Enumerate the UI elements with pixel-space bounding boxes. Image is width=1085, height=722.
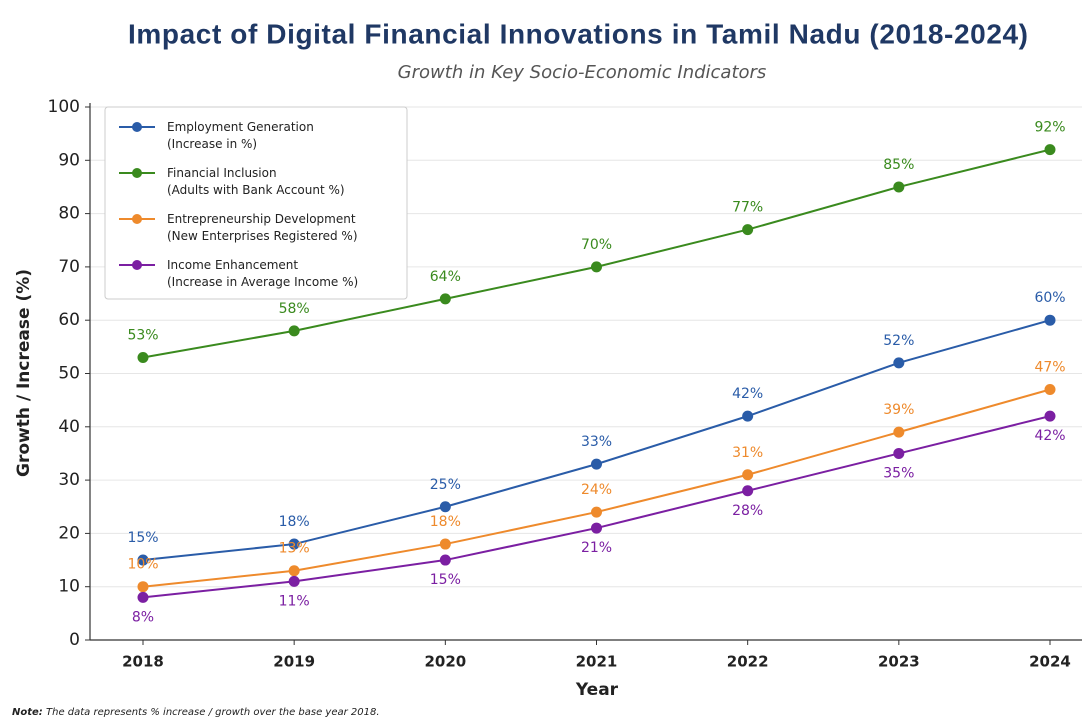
y-tick-label: 100 — [48, 97, 80, 117]
data-label: 11% — [279, 593, 310, 609]
x-tick-label: 2020 — [424, 653, 466, 671]
data-point — [137, 581, 149, 593]
legend-label: Income Enhancement (Increase in Average I… — [167, 258, 358, 289]
x-tick-label: 2022 — [727, 653, 769, 671]
data-point — [1044, 410, 1056, 422]
data-point — [137, 591, 149, 603]
data-point — [1044, 314, 1056, 326]
legend-marker — [132, 260, 142, 270]
legend-marker — [132, 168, 142, 178]
data-label: 24% — [581, 482, 612, 498]
y-tick-label: 40 — [58, 417, 80, 437]
data-label: 18% — [430, 514, 461, 530]
data-point — [1044, 144, 1056, 156]
legend-box — [104, 106, 408, 300]
data-label: 64% — [430, 269, 461, 285]
y-axis-label: Growth / Increase (%) — [14, 269, 34, 477]
data-label: 47% — [1034, 359, 1065, 375]
y-tick-label: 90 — [58, 150, 80, 170]
data-point — [893, 357, 905, 369]
y-tick-label: 0 — [69, 630, 80, 650]
legend-marker — [132, 214, 142, 224]
x-tick-label: 2019 — [273, 653, 315, 671]
legend-label: Employment Generation (Increase in %) — [167, 120, 314, 151]
data-label: 53% — [127, 328, 158, 344]
legend-label: Entrepreneurship Development (New Enterpr… — [167, 212, 358, 243]
data-label: 10% — [127, 557, 158, 573]
data-point — [742, 485, 754, 497]
data-point — [742, 224, 754, 236]
note-label: Note: — [12, 707, 43, 718]
data-point — [742, 469, 754, 481]
x-axis-label: Year — [575, 680, 619, 700]
data-point — [288, 538, 300, 550]
data-label: 18% — [279, 514, 310, 530]
y-tick-label: 80 — [58, 204, 80, 224]
data-point — [591, 261, 602, 273]
data-label: 33% — [581, 434, 612, 450]
data-label: 39% — [883, 402, 914, 418]
data-label: 42% — [732, 386, 763, 402]
data-label: 21% — [581, 540, 612, 556]
data-point — [439, 501, 451, 513]
data-label: 13% — [279, 541, 310, 557]
data-point — [439, 538, 451, 550]
data-label: 52% — [883, 333, 914, 349]
x-tick-label: 2024 — [1029, 653, 1071, 671]
data-label: 58% — [279, 301, 310, 317]
data-point — [893, 181, 905, 193]
data-label: 15% — [127, 530, 158, 546]
data-point — [893, 426, 905, 438]
data-label: 8% — [132, 609, 154, 625]
data-label: 35% — [883, 465, 914, 481]
legend-label: Financial Inclusion (Adults with Bank Acc… — [167, 166, 345, 197]
data-point — [591, 506, 602, 518]
chart-title: Impact of Digital Financial Innovations … — [128, 18, 1028, 49]
data-point — [439, 293, 451, 305]
data-point — [137, 554, 149, 566]
data-label: 77% — [732, 200, 763, 216]
y-tick-label: 30 — [58, 470, 80, 490]
data-point — [591, 522, 602, 534]
data-point — [288, 575, 300, 587]
data-point — [439, 554, 451, 566]
data-point — [742, 410, 754, 422]
data-label: 28% — [732, 503, 763, 519]
note-text: The data represents % increase / growth … — [46, 707, 380, 718]
y-tick-label: 60 — [58, 310, 80, 330]
data-point — [893, 447, 905, 459]
data-label: 92% — [1034, 120, 1065, 136]
y-tick-label: 70 — [58, 257, 80, 277]
x-tick-label: 2023 — [878, 653, 920, 671]
data-label: 60% — [1034, 290, 1065, 306]
data-label: 85% — [883, 157, 914, 173]
x-tick-label: 2021 — [576, 653, 618, 671]
data-point — [288, 565, 300, 577]
y-tick-label: 10 — [58, 577, 80, 597]
data-label: 42% — [1034, 428, 1065, 444]
data-point — [591, 458, 602, 470]
data-point — [288, 325, 300, 337]
data-point — [137, 352, 149, 364]
data-label: 31% — [732, 445, 763, 461]
data-label: 15% — [430, 572, 461, 588]
data-label: 25% — [430, 477, 461, 493]
data-label: 70% — [581, 237, 612, 253]
legend-marker — [132, 122, 142, 132]
data-point — [1044, 383, 1056, 395]
x-tick-label: 2018 — [122, 653, 164, 671]
y-tick-label: 50 — [58, 364, 80, 384]
chart-subtitle: Growth in Key Socio-Economic Indicators — [398, 62, 767, 83]
note: Note: The data represents % increase / g… — [12, 707, 380, 718]
y-tick-label: 20 — [58, 523, 80, 543]
